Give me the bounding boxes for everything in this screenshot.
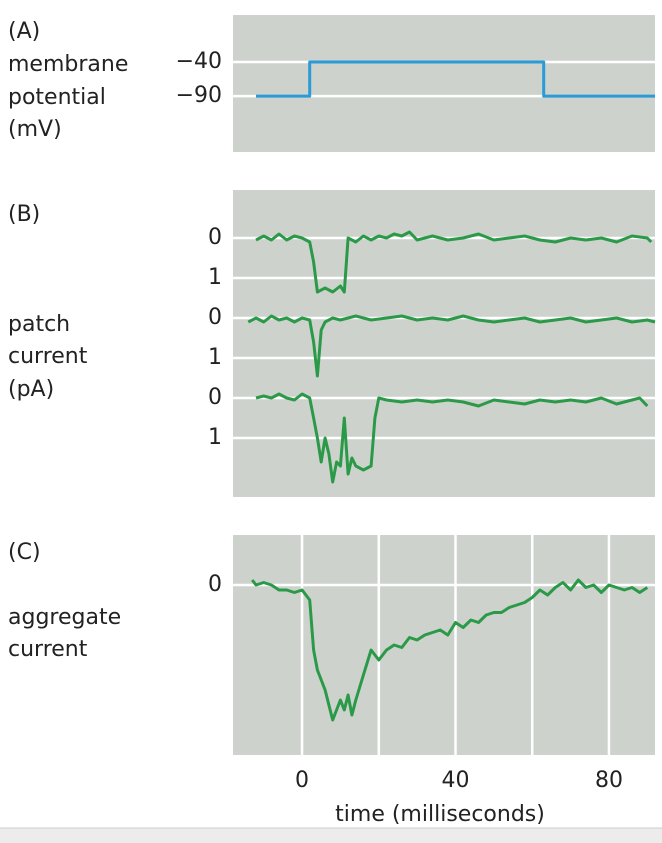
trace (256, 60, 655, 98)
y-axis-label: patch (8, 312, 70, 337)
trace (247, 314, 656, 378)
plot-background (233, 535, 655, 755)
y-tick-label: 0 (208, 305, 222, 330)
trace (251, 578, 649, 722)
y-axis-label: aggregate (8, 605, 121, 630)
y-axis-label: (pA) (8, 377, 54, 402)
panel-label: (A) (8, 19, 40, 44)
x-tick-label: 0 (295, 768, 309, 793)
y-axis-label: (mV) (8, 117, 62, 142)
trace (255, 392, 649, 484)
panel-label: (B) (8, 202, 40, 227)
x-tick-label: 40 (442, 768, 470, 793)
y-axis-label: membrane (8, 52, 128, 77)
y-axis-label: current (8, 344, 88, 369)
x-axis-label: time (milliseconds) (335, 802, 545, 827)
y-axis-label: current (8, 637, 88, 662)
y-tick-label: −40 (176, 49, 222, 74)
y-tick-label: 1 (208, 265, 222, 290)
y-tick-label: −90 (176, 83, 222, 108)
y-tick-label: 0 (208, 385, 222, 410)
y-tick-label: 1 (208, 345, 222, 370)
y-tick-label: 1 (208, 425, 222, 450)
plot-background (233, 15, 655, 152)
x-tick-label: 80 (595, 768, 623, 793)
panel-label: (C) (8, 540, 41, 565)
y-tick-label: 0 (208, 572, 222, 597)
y-tick-label: 0 (208, 225, 222, 250)
y-axis-label: potential (8, 85, 106, 110)
footer-bar (0, 828, 662, 843)
trace (255, 230, 653, 294)
